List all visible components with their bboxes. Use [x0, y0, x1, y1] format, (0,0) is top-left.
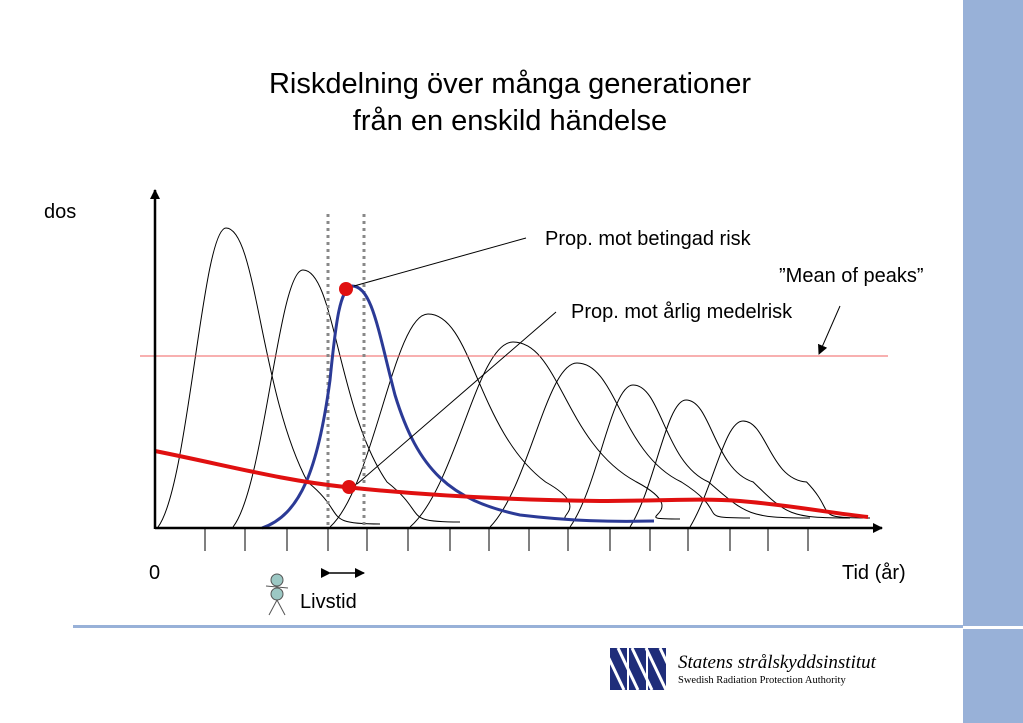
dose-peak-curve: [629, 399, 851, 528]
pointer-annual: [356, 311, 557, 485]
dose-peak-curve: [329, 313, 591, 528]
sidebar-decoration: [963, 0, 1023, 723]
institute-subtitle: Swedish Radiation Protection Authority: [678, 675, 846, 686]
title-line-2: från en enskild händelse: [352, 105, 668, 137]
dose-peak-curve: [489, 362, 751, 528]
annual-risk-marker: [342, 480, 356, 494]
slide-title: Riskdelning över många generationer från…: [160, 66, 860, 140]
y-axis-label: dos: [44, 201, 77, 223]
institute-name: Statens strålskyddsinstitut: [678, 652, 876, 673]
conditional-risk-marker: [339, 282, 353, 296]
footer-divider: [73, 625, 963, 628]
lifetime-label: Livstid: [300, 591, 357, 613]
person-icon: [265, 573, 289, 616]
highlighted-generation-curve: [261, 284, 655, 530]
dose-peak-curve: [157, 227, 381, 528]
risk-diagram: [140, 189, 888, 616]
x-axis-label: Tid (år): [842, 562, 906, 584]
annotation-annual-risk: Prop. mot årlig medelrisk: [571, 301, 793, 323]
dose-peak-curves: [157, 227, 871, 528]
pointer-conditional: [353, 237, 527, 287]
x-axis-ticks: [204, 529, 809, 551]
x-origin-label: 0: [149, 562, 161, 584]
annotation-conditional-risk: Prop. mot betingad risk: [545, 228, 751, 250]
annual-risk-curve: [154, 449, 869, 519]
annotation-mean-of-peaks: ”Mean of peaks”: [779, 265, 924, 287]
institute-logo: Statens strålskyddsinstitut Swedish Radi…: [602, 647, 880, 692]
dose-peak-curve: [689, 420, 871, 528]
institute-logo-mark-icon: [602, 647, 682, 691]
dose-peak-curve: [569, 384, 811, 528]
title-line-1: Riskdelning över många generationer: [268, 68, 751, 100]
dose-peak-curve: [409, 341, 681, 528]
pointer-mean: [818, 305, 841, 355]
sidebar-divider: [963, 626, 1023, 629]
